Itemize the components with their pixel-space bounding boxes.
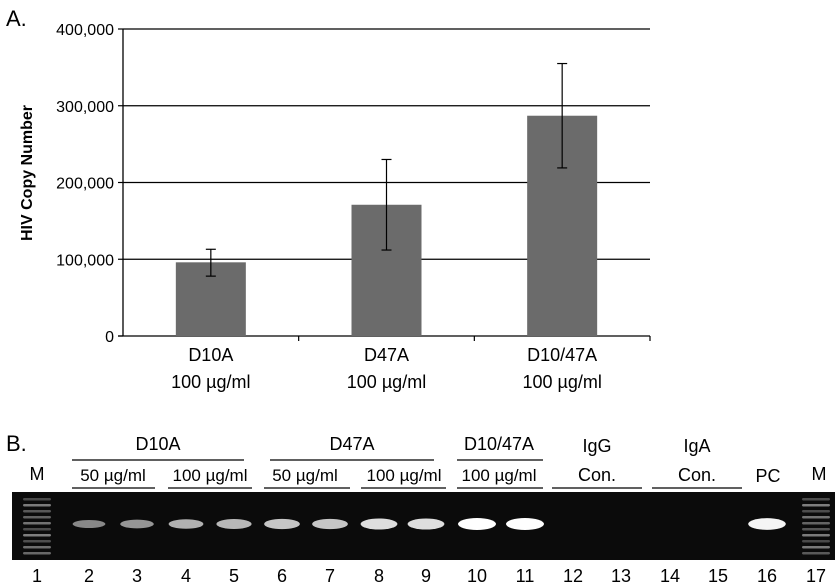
- ladder-band: [23, 516, 51, 519]
- pc-label: PC: [755, 466, 780, 486]
- marker-label-right: M: [812, 464, 827, 484]
- lane-number: 8: [374, 566, 384, 586]
- x-tick-label: D47A: [364, 345, 409, 365]
- gel-band: [748, 518, 786, 530]
- gel-band: [458, 518, 496, 530]
- gel-band: [312, 518, 348, 530]
- ladder-band: [802, 522, 830, 525]
- error-bars: [205, 62, 651, 341]
- group-iga-label: IgA: [683, 436, 710, 456]
- d10a-100-label: 100 µg/ml: [173, 466, 248, 485]
- ladder-band: [23, 504, 51, 507]
- ladder-band: [802, 528, 830, 531]
- gel-band: [120, 519, 154, 529]
- ladder-band: [23, 552, 51, 555]
- panel-b-label: B.: [6, 431, 27, 456]
- x-tick-sublabel: 100 µg/ml: [347, 372, 426, 392]
- group-d10a-label: D10A: [135, 434, 180, 454]
- lane-number: 5: [229, 566, 239, 586]
- ladder-band: [23, 498, 51, 501]
- lane-number: 11: [516, 566, 535, 586]
- gel-band: [264, 518, 300, 530]
- d47a-50-label: 50 µg/ml: [272, 466, 338, 485]
- gel-band: [216, 519, 252, 529]
- lane-number: 10: [467, 566, 487, 586]
- group-d47a-label: D47A: [329, 434, 374, 454]
- ladder-band: [802, 504, 830, 507]
- lane-number: 9: [421, 566, 431, 586]
- x-tick-labels: D10A 100 µg/ml D47A 100 µg/ml D10/47A 100 µg/…: [171, 345, 602, 392]
- y-tick-label: 400,000: [56, 22, 114, 39]
- marker-label-left: M: [30, 464, 45, 484]
- ladders: [23, 498, 830, 555]
- lane-number: 15: [708, 566, 728, 586]
- ladder-band: [802, 516, 830, 519]
- ladder-band: [802, 498, 830, 501]
- d1047a-100-label: 100 µg/ml: [462, 466, 537, 485]
- lane-number: 6: [277, 566, 287, 586]
- lane-numbers: 1 2 3 4 5 6 7 8 9 10 11 12 13 14 15 16 17: [32, 566, 826, 586]
- ladder-band: [802, 510, 830, 513]
- ladder-band: [23, 510, 51, 513]
- y-tick-label: 100,000: [56, 252, 114, 269]
- x-tick-sublabel: 100 µg/ml: [171, 372, 250, 392]
- gel-band: [407, 518, 445, 530]
- gel-band: [506, 518, 544, 530]
- ladder-band: [23, 534, 51, 537]
- igg-con-label: Con.: [578, 465, 616, 485]
- lane-number: 17: [806, 566, 826, 586]
- gel-bands: [72, 518, 786, 530]
- y-tick-label: 0: [105, 329, 114, 346]
- lane-number: 2: [84, 566, 94, 586]
- ladder-band: [23, 522, 51, 525]
- d10a-50-label: 50 µg/ml: [80, 466, 146, 485]
- lane-number: 4: [181, 566, 191, 586]
- ladder-band: [23, 528, 51, 531]
- x-tick-label: D10A: [188, 345, 233, 365]
- group-d1047a-label: D10/47A: [464, 434, 534, 454]
- iga-con-label: Con.: [678, 465, 716, 485]
- lane-number: 16: [757, 566, 777, 586]
- x-tick-label: D10/47A: [527, 345, 597, 365]
- y-tick-labels: 0 100,000 200,000 300,000 400,000: [56, 22, 114, 346]
- ladder-band: [802, 546, 830, 549]
- y-axis-label: HIV Copy Number: [19, 105, 36, 241]
- lane-number: 13: [611, 566, 631, 586]
- x-tick-sublabel: 100 µg/ml: [522, 372, 601, 392]
- y-tick-label: 300,000: [56, 99, 114, 116]
- gel-band: [168, 519, 204, 529]
- ladder-band: [802, 552, 830, 555]
- ladder-band: [802, 534, 830, 537]
- lane-number: 3: [132, 566, 142, 586]
- panel-a-label: A.: [6, 6, 27, 31]
- ladder-band: [23, 546, 51, 549]
- ladder-band: [23, 540, 51, 543]
- gel-band: [72, 519, 106, 529]
- d47a-100-label: 100 µg/ml: [367, 466, 442, 485]
- gel-band: [360, 518, 398, 530]
- lane-number: 1: [32, 566, 42, 586]
- group-igg-label: IgG: [582, 436, 611, 456]
- lane-number: 12: [563, 566, 583, 586]
- ladder-band: [802, 540, 830, 543]
- lane-number: 14: [660, 566, 680, 586]
- y-tick-label: 200,000: [56, 176, 114, 193]
- lane-number: 7: [325, 566, 335, 586]
